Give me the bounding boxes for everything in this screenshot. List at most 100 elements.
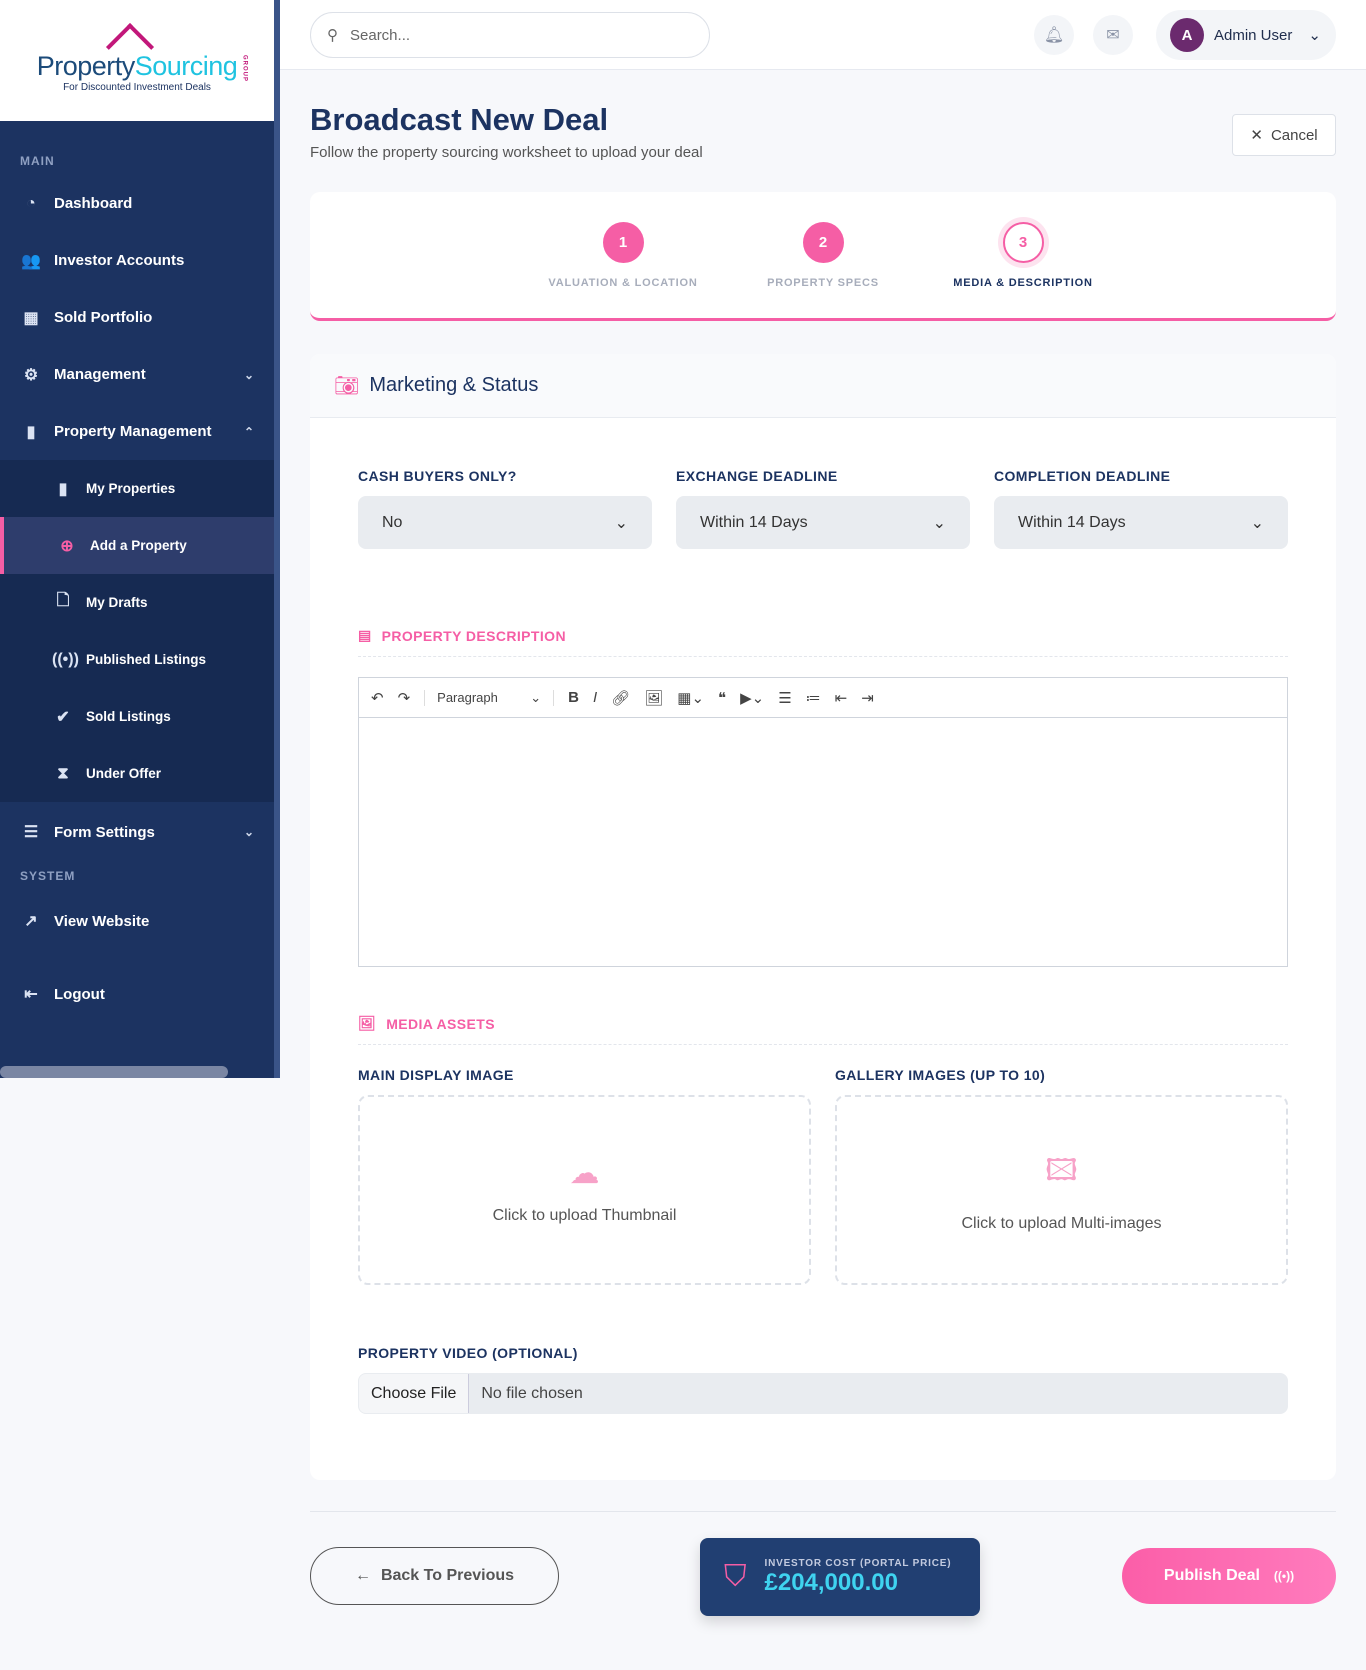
- file-status: No file chosen: [481, 1384, 583, 1402]
- step-3[interactable]: 3 MEDIA & DESCRIPTION: [923, 192, 1123, 318]
- gear-icon: ⚙: [23, 366, 39, 384]
- step-number: 2: [802, 222, 844, 263]
- hourglass-icon: ⧗: [57, 764, 69, 782]
- italic-icon[interactable]: I: [593, 689, 598, 706]
- brand-name-2: Sourcing: [134, 50, 238, 81]
- sidebar-item-sold-listings[interactable]: ✔ Sold Listings: [0, 688, 274, 745]
- bold-icon[interactable]: B: [568, 689, 579, 706]
- bell-icon[interactable]: 🔔︎: [1034, 15, 1074, 55]
- step-1[interactable]: 1 VALUATION & LOCATION: [523, 192, 723, 318]
- sidebar-item-form-settings[interactable]: ☰ Form Settings ⌄: [0, 802, 274, 862]
- section-main: MAIN: [20, 154, 55, 168]
- media-icon[interactable]: ▶⌄: [740, 689, 765, 707]
- redo-icon[interactable]: ↷: [397, 689, 411, 707]
- numbered-list-icon[interactable]: ≔: [805, 689, 821, 707]
- outdent-icon[interactable]: ⇤: [834, 689, 848, 707]
- exchange-deadline-select[interactable]: Within 14 Days ⌄: [676, 496, 970, 549]
- paragraph-label: Paragraph: [437, 689, 498, 705]
- dropzone-text: Click to upload Multi-images: [961, 1214, 1162, 1232]
- bullet-list-icon[interactable]: ☰: [778, 689, 792, 707]
- sidebar: PropertySourcing GROUP For Discounted Inv…: [0, 0, 280, 1078]
- logo[interactable]: PropertySourcing GROUP For Discounted Inv…: [0, 0, 274, 121]
- sidebar-item-management[interactable]: ⚙ Management ⌄: [0, 346, 274, 403]
- sidebar-item-investor-accounts[interactable]: 👥 Investor Accounts: [0, 232, 274, 289]
- table-icon[interactable]: ▦⌄: [677, 689, 705, 707]
- back-label: Back To Previous: [380, 1567, 515, 1584]
- double-check-icon: ✔: [56, 708, 70, 726]
- label: Logout: [54, 985, 105, 1003]
- sidebar-item-view-website[interactable]: ↗ View Website: [0, 890, 274, 952]
- brand-group: GROUP: [241, 54, 248, 82]
- cancel-label: Cancel: [1270, 126, 1318, 144]
- back-button[interactable]: ← Back To Previous: [310, 1547, 559, 1605]
- completion-deadline-label: COMPLETION DEADLINE: [994, 468, 1171, 484]
- stepper: 1 VALUATION & LOCATION 2 PROPERTY SPECS 3 M…: [310, 192, 1336, 321]
- user-menu[interactable]: A Admin User ⌄: [1156, 10, 1336, 60]
- indent-icon[interactable]: ⇥: [861, 689, 874, 707]
- thumbnail-dropzone[interactable]: ☁ Click to upload Thumbnail: [358, 1095, 811, 1285]
- image-icon[interactable]: 🖼︎: [644, 689, 664, 707]
- building-icon: ▦: [23, 309, 39, 327]
- choose-file-button[interactable]: Choose File: [359, 1374, 470, 1413]
- mail-icon[interactable]: ✉: [1093, 15, 1133, 55]
- cancel-button[interactable]: ✕ Cancel: [1232, 114, 1336, 156]
- cloud-upload-icon: ☁: [569, 1156, 600, 1190]
- label: My Drafts: [86, 595, 148, 610]
- quote-icon[interactable]: ❝: [718, 689, 727, 707]
- sidebar-item-under-offer[interactable]: ⧗ Under Offer: [0, 745, 274, 802]
- arrow-left-icon: ←: [354, 1567, 371, 1584]
- link-icon[interactable]: 🔗︎: [611, 689, 631, 707]
- label: Published Listings: [86, 652, 207, 667]
- label: My Properties: [86, 481, 176, 496]
- chevron-down-icon: ⌄: [1250, 514, 1264, 532]
- logout-icon: ⇤: [24, 986, 38, 1003]
- label: View Website: [54, 912, 150, 930]
- chevron-down-icon: ⌄: [614, 514, 628, 532]
- undo-icon[interactable]: ↶: [371, 689, 384, 707]
- sidebar-item-my-properties[interactable]: ▮ My Properties: [0, 460, 274, 517]
- gallery-dropzone[interactable]: 🖾 Click to upload Multi-images: [835, 1095, 1288, 1285]
- cash-buyers-select[interactable]: No ⌄: [358, 496, 652, 549]
- chevron-down-icon: ⌄: [1308, 27, 1321, 44]
- publish-button[interactable]: Publish Deal ((•)): [1122, 1548, 1336, 1604]
- page-header: Broadcast New Deal Follow the property s…: [310, 102, 1336, 162]
- chevron-down-icon: ⌄: [243, 367, 254, 382]
- investor-cost-panel: ⛉ INVESTOR COST (PORTAL PRICE) £204,000.00: [700, 1538, 980, 1616]
- cost-label: INVESTOR COST (PORTAL PRICE): [764, 1557, 952, 1569]
- sidebar-item-property-management[interactable]: ▮ Property Management ⌃: [0, 403, 274, 460]
- brand-name-1: Property: [36, 50, 136, 81]
- description-icon: ▤: [358, 627, 372, 643]
- chevron-down-icon: ⌄: [243, 825, 254, 839]
- chevron-down-icon: ⌄: [530, 689, 542, 705]
- dropzone-text: Click to upload Thumbnail: [492, 1206, 677, 1224]
- label: Investor Accounts: [54, 252, 185, 269]
- page-subtitle: Follow the property sourcing worksheet t…: [310, 144, 703, 161]
- broadcast-icon: ((•)): [52, 650, 79, 668]
- completion-deadline-select[interactable]: Within 14 Days ⌄: [994, 496, 1288, 549]
- brand-tagline: For Discounted Investment Deals: [63, 81, 211, 93]
- video-file-input[interactable]: Choose File No file chosen: [358, 1373, 1288, 1414]
- submenu: ▮ My Properties ⊕ Add a Property 🗋 My Draft…: [0, 460, 274, 802]
- sidebar-item-add-property[interactable]: ⊕ Add a Property: [0, 517, 274, 574]
- sidebar-item-published-listings[interactable]: ((•)) Published Listings: [0, 631, 274, 688]
- sidebar-item-sold-portfolio[interactable]: ▦ Sold Portfolio: [0, 289, 274, 346]
- chevron-down-icon: ⌄: [932, 514, 946, 532]
- shield-check-icon: ⛉: [724, 1560, 747, 1593]
- sidebar-item-logout[interactable]: ⇤ Logout: [0, 952, 274, 1036]
- label: Dashboard: [54, 195, 133, 212]
- cash-buyers-label: CASH BUYERS ONLY?: [358, 468, 517, 484]
- paragraph-select[interactable]: Paragraph ⌄: [424, 689, 555, 706]
- step-label: PROPERTY SPECS: [767, 277, 879, 289]
- value: Within 14 Days: [1018, 513, 1126, 531]
- sidebar-scrollbar[interactable]: [0, 1066, 228, 1078]
- card-heading: Marketing & Status: [369, 374, 539, 396]
- step-number: 1: [602, 222, 644, 263]
- step-2[interactable]: 2 PROPERTY SPECS: [723, 192, 923, 318]
- search-input[interactable]: ⚲ Search...: [310, 12, 710, 58]
- label: Under Offer: [86, 766, 162, 781]
- sidebar-item-dashboard[interactable]: ◔ Dashboard: [0, 175, 274, 232]
- label: Add a Property: [90, 538, 187, 553]
- sidebar-item-my-drafts[interactable]: 🗋 My Drafts: [0, 574, 274, 631]
- main-image-label: MAIN DISPLAY IMAGE: [358, 1067, 514, 1083]
